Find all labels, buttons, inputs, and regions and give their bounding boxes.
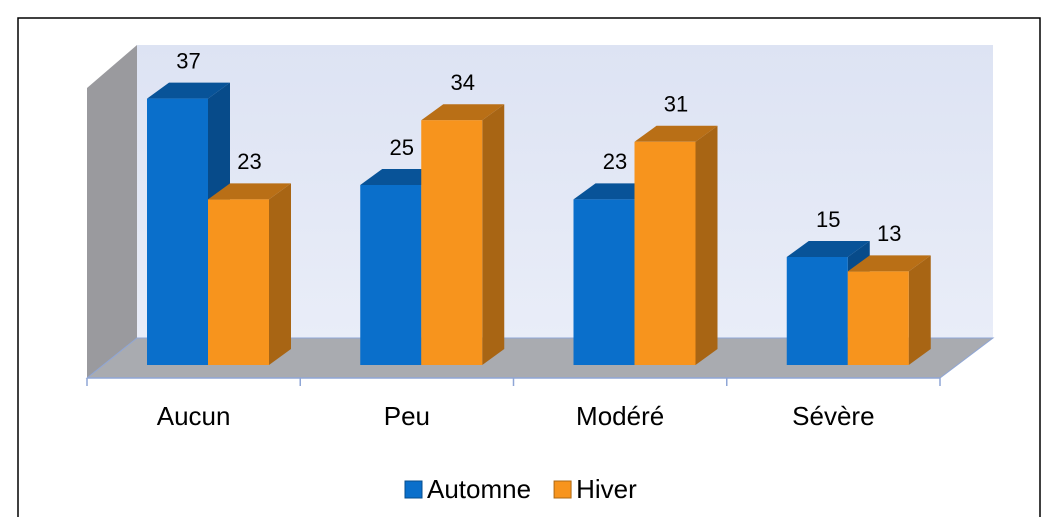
value-label: 37 [176,48,200,73]
x-tick-label: Modéré [576,401,664,431]
value-label: 31 [664,92,688,117]
legend-label: Automne [427,474,531,504]
bar-side [908,255,931,365]
value-label: 25 [390,135,414,160]
value-label: 15 [816,207,840,232]
value-label: 23 [603,149,627,174]
bar-top [634,125,718,142]
bar-top [147,82,230,99]
legend-swatch [404,480,423,499]
value-label: 34 [451,70,475,95]
x-tick-label: Peu [384,401,430,431]
bar-side [695,125,718,365]
bar [208,199,269,365]
bar-side [269,183,291,365]
bar-top [421,104,505,121]
bar [786,257,848,365]
legend-swatch [553,480,572,499]
bar [360,185,422,365]
value-label: 13 [877,221,901,246]
frame [17,17,1041,517]
bar [147,98,208,365]
bar [421,120,483,365]
bar [847,271,909,365]
side-wall [87,45,137,378]
bar [634,141,696,365]
legend-label: Hiver [576,474,637,504]
x-tick-label: Sévère [792,401,874,431]
bar-side [482,104,505,365]
bar-top [208,183,291,200]
bar-top [786,241,870,257]
bar [573,199,635,365]
value-label: 23 [237,149,261,174]
x-tick-label: Aucun [157,401,231,431]
bar-top [847,255,931,272]
